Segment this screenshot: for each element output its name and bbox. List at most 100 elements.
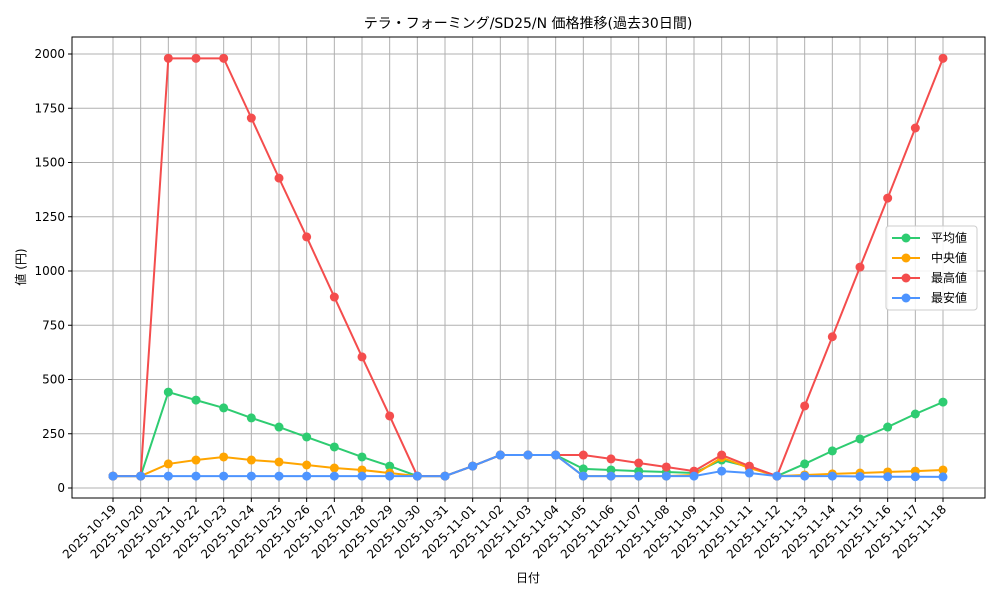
y-axis: 0 250 500 750 1000 1250 1500 1750 2000 xyxy=(34,47,72,495)
data-point xyxy=(246,471,256,481)
legend-marker xyxy=(901,273,911,283)
data-point xyxy=(744,461,754,471)
data-point xyxy=(191,53,201,63)
legend-label: 中央値 xyxy=(931,250,967,265)
x-axis-title: 日付 xyxy=(516,571,540,585)
legend-label: 最安値 xyxy=(931,290,967,305)
data-point xyxy=(412,471,422,481)
data-point xyxy=(329,292,339,302)
data-point xyxy=(302,432,312,442)
chart-title: テラ・フォーミング/SD25/N 価格推移(過去30日間) xyxy=(364,16,693,32)
data-point xyxy=(246,113,256,123)
data-point xyxy=(274,422,284,432)
data-point xyxy=(910,472,920,482)
data-point xyxy=(800,401,810,411)
data-point xyxy=(274,457,284,467)
data-point xyxy=(163,387,173,397)
data-point xyxy=(191,471,201,481)
legend-label: 最高値 xyxy=(931,270,967,285)
data-point xyxy=(855,434,865,444)
data-point xyxy=(578,471,588,481)
data-point xyxy=(827,332,837,342)
data-point xyxy=(883,422,893,432)
data-point xyxy=(800,471,810,481)
data-point xyxy=(578,450,588,460)
data-point xyxy=(108,471,118,481)
data-point xyxy=(634,471,644,481)
data-point xyxy=(302,460,312,470)
data-point xyxy=(219,471,229,481)
data-point xyxy=(717,450,727,460)
grid-lines xyxy=(72,37,985,498)
y-tick-label: 250 xyxy=(42,427,65,441)
data-point xyxy=(219,403,229,413)
legend-marker xyxy=(901,233,911,243)
data-point xyxy=(606,471,616,481)
data-point xyxy=(938,472,948,482)
data-point xyxy=(329,471,339,481)
data-point xyxy=(191,395,201,405)
data-point xyxy=(938,53,948,63)
y-tick-label: 1750 xyxy=(34,101,65,115)
legend-box xyxy=(885,225,978,311)
data-point xyxy=(302,471,312,481)
data-point xyxy=(689,471,699,481)
data-point xyxy=(136,471,146,481)
data-point xyxy=(910,123,920,133)
data-point xyxy=(661,471,671,481)
y-tick-label: 1000 xyxy=(34,264,65,278)
data-point xyxy=(357,352,367,362)
data-point xyxy=(855,262,865,272)
y-tick-label: 2000 xyxy=(34,47,65,61)
y-tick-label: 0 xyxy=(57,481,65,495)
data-point xyxy=(827,471,837,481)
data-point xyxy=(440,471,450,481)
legend-label: 平均値 xyxy=(931,230,967,245)
legend-marker xyxy=(901,293,911,303)
data-point xyxy=(578,464,588,474)
data-point xyxy=(329,442,339,452)
data-point xyxy=(191,455,201,465)
data-point xyxy=(163,459,173,469)
data-point xyxy=(744,468,754,478)
data-point xyxy=(827,446,837,456)
data-point xyxy=(219,452,229,462)
data-point xyxy=(163,471,173,481)
data-point xyxy=(938,397,948,407)
data-point xyxy=(385,471,395,481)
series-3 xyxy=(108,450,948,482)
data-point xyxy=(163,53,173,63)
data-point xyxy=(523,450,533,460)
data-series xyxy=(108,53,948,482)
data-point xyxy=(634,458,644,468)
data-point xyxy=(855,471,865,481)
data-point xyxy=(274,173,284,183)
data-point xyxy=(495,450,505,460)
data-point xyxy=(938,465,948,475)
data-point xyxy=(385,411,395,421)
data-point xyxy=(800,459,810,469)
data-point xyxy=(246,413,256,423)
y-tick-label: 1500 xyxy=(34,156,65,170)
data-point xyxy=(302,232,312,242)
data-point xyxy=(551,450,561,460)
y-axis-title: 値 (円) xyxy=(13,248,28,285)
data-point xyxy=(219,53,229,63)
y-tick-label: 500 xyxy=(42,373,65,387)
data-point xyxy=(717,466,727,476)
data-point xyxy=(385,461,395,471)
data-point xyxy=(468,461,478,471)
legend-marker xyxy=(901,253,911,263)
x-axis: 2025-10-192025-10-202025-10-212025-10-22… xyxy=(60,498,949,561)
data-point xyxy=(883,472,893,482)
data-point xyxy=(329,463,339,473)
y-tick-label: 750 xyxy=(42,318,65,332)
data-point xyxy=(772,471,782,481)
data-point xyxy=(883,193,893,203)
y-tick-label: 1250 xyxy=(34,210,65,224)
data-point xyxy=(357,452,367,462)
data-point xyxy=(910,409,920,419)
data-point xyxy=(274,471,284,481)
